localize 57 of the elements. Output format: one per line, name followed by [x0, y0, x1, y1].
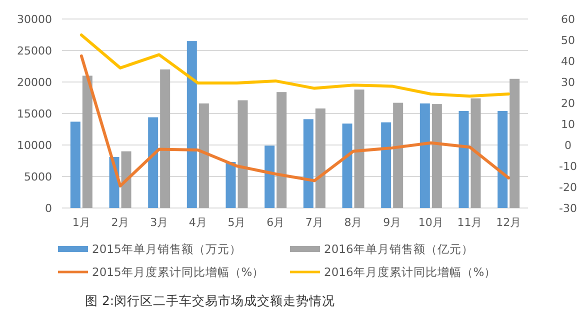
x-tick-label: 2月 — [111, 216, 130, 229]
y2-tick-label: -30 — [559, 202, 577, 215]
y2-tick-label: 60 — [561, 13, 575, 26]
x-tick-label: 7月 — [305, 216, 324, 229]
y2-tick-label: 20 — [561, 97, 575, 110]
y-tick-label: 5000 — [24, 170, 52, 184]
caption: 图 2:闵行区二手车交易市场成交额走势情况 — [85, 293, 336, 308]
x-tick-label: 8月 — [344, 216, 362, 229]
bar — [458, 110, 469, 208]
bar — [393, 102, 404, 208]
bar — [264, 146, 275, 208]
bar — [498, 110, 508, 208]
y2-tick-label: 50 — [561, 34, 575, 47]
bar — [82, 76, 92, 208]
bar — [226, 162, 236, 208]
x-tick-label: 12月 — [496, 216, 522, 229]
y2-tick-label: -20 — [559, 181, 577, 194]
y2-tick-label: 40 — [561, 55, 575, 68]
y-tick-label: 15000 — [17, 108, 52, 120]
bar — [160, 69, 170, 208]
bar — [148, 117, 158, 208]
bar — [342, 124, 352, 208]
x-tick-label: 9月 — [383, 216, 402, 229]
y-tick-label: 0 — [45, 202, 52, 215]
y-tick-label: 10000 — [17, 139, 52, 152]
bar — [186, 41, 197, 208]
legend-label: 2015年单月销售额（万元） — [92, 242, 242, 256]
bar — [432, 104, 442, 208]
y-tick-label: 25000 — [17, 44, 52, 58]
x-tick-label: 1月 — [72, 216, 90, 229]
y-tick-label: 20000 — [17, 76, 52, 89]
bar — [470, 98, 481, 208]
legend-label: 2016年月度累计同比增幅（%） — [324, 265, 496, 279]
bar — [381, 122, 392, 208]
y2-tick-label: 0 — [564, 139, 572, 152]
bar — [121, 151, 132, 208]
bar — [238, 100, 248, 208]
x-tick-label: 3月 — [150, 216, 168, 229]
bar — [354, 90, 364, 208]
x-tick-label: 5月 — [228, 216, 246, 229]
legend-label: 2016年单月销售额（亿元） — [324, 242, 474, 256]
bar — [420, 103, 430, 208]
y2-tick-label: -10 — [559, 160, 577, 173]
bar — [276, 92, 287, 208]
bar — [70, 122, 80, 208]
x-tick-label: 10月 — [418, 216, 444, 229]
x-tick-label: 4月 — [188, 216, 207, 229]
x-tick-label: 6月 — [266, 216, 285, 229]
bar — [198, 103, 209, 208]
bar — [510, 78, 520, 208]
y2-tick-label: 10 — [561, 118, 575, 131]
y2-tick-label: 30 — [561, 76, 575, 89]
legend-label: 2015年月度累计同比增幅（%） — [92, 265, 264, 279]
bar — [315, 108, 326, 208]
y-tick-label: 30000 — [17, 13, 52, 26]
bar — [303, 119, 314, 208]
x-tick-label: 11月 — [457, 216, 482, 229]
